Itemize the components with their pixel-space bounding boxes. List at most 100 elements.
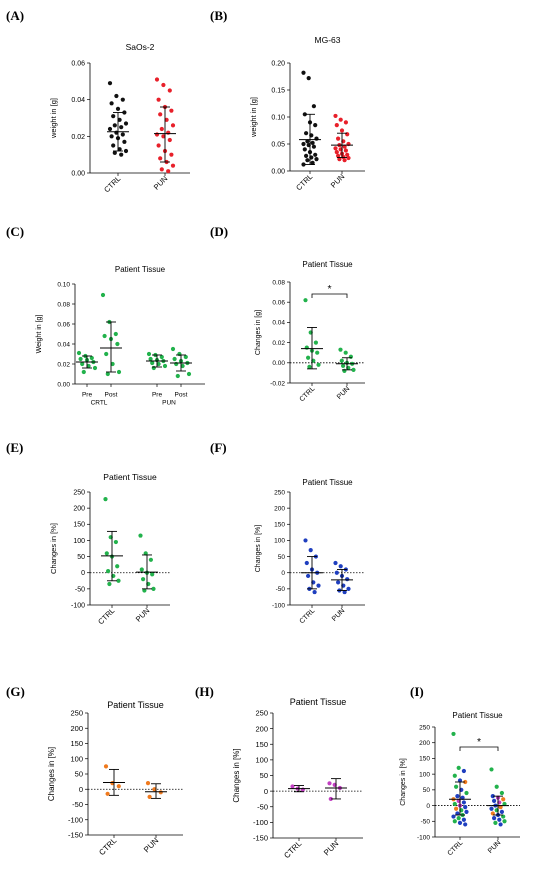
data-point [148, 356, 153, 362]
y-tick-label: 200 [419, 740, 430, 747]
data-point [159, 126, 164, 132]
y-tick-label: 100 [419, 771, 430, 778]
data-point [119, 125, 124, 130]
data-point [346, 155, 351, 161]
data-point [501, 797, 506, 802]
data-point [499, 790, 504, 796]
data-point [156, 97, 161, 102]
data-point [339, 128, 345, 133]
data-point [169, 152, 174, 157]
data-point [115, 106, 121, 111]
data-point [117, 117, 122, 122]
data-point [164, 117, 169, 122]
data-point [170, 346, 176, 352]
chart-title: Patient Tissue [290, 697, 347, 707]
x-tick-label: PUN [152, 174, 170, 192]
y-tick-label: 0.20 [271, 60, 285, 67]
data-point [76, 350, 82, 356]
data-point [497, 817, 502, 822]
data-point [342, 144, 347, 149]
y-tick-label: 0 [264, 787, 268, 796]
y-tick-label: 0.02 [57, 361, 70, 368]
data-point [109, 134, 114, 139]
y-tick-label: 200 [70, 724, 83, 733]
data-point [305, 158, 310, 163]
data-point [338, 117, 343, 122]
panel-letter: (I) [410, 684, 424, 699]
data-point [113, 539, 118, 545]
data-point [107, 126, 113, 132]
data-point [499, 809, 504, 814]
data-point [303, 538, 308, 543]
data-point [502, 819, 507, 824]
y-tick-label: 50 [75, 770, 83, 779]
panel-d: (D) Patient Tissue -0.02 0.00 0.02 0.04 0.06 0… [200, 222, 475, 437]
data-point [151, 586, 156, 591]
data-point [111, 143, 116, 148]
data-point [119, 152, 124, 157]
y-tick-label: 250 [73, 489, 85, 496]
data-point [498, 822, 503, 827]
panel-letter: (F) [210, 440, 227, 455]
data-point [343, 120, 348, 125]
y-tick-label: 0 [281, 570, 285, 577]
y-tick-label: 0.08 [272, 279, 285, 286]
data-point [80, 361, 85, 367]
data-point [141, 577, 146, 582]
data-point [78, 356, 83, 362]
y-tick-label: -50 [75, 586, 85, 593]
y-tick-label: 250 [274, 489, 285, 496]
y-axis-label: Changes in [%] [232, 748, 241, 802]
data-point [316, 583, 321, 588]
y-tick-label: 0.00 [272, 360, 285, 367]
y-axis-label: Changes in [g] [255, 310, 262, 355]
x-tick-label: PUN [329, 172, 347, 190]
data-point [115, 341, 120, 347]
y-axis-label: Changes in [%] [255, 525, 262, 573]
x-tick-label: CTRL [294, 172, 314, 192]
y-axis-label: weight in [g] [49, 98, 58, 139]
x-tick-label: CTRL [97, 836, 119, 858]
significance-bracket [311, 293, 348, 298]
data-point [456, 816, 461, 821]
data-point [464, 790, 469, 796]
data-point [109, 101, 114, 106]
data-point [103, 497, 108, 502]
data-point [457, 820, 463, 825]
data-point [161, 134, 166, 139]
data-point [339, 358, 344, 363]
data-point [89, 355, 94, 361]
y-tick-label: 0 [426, 803, 430, 810]
y-tick-label: 0.10 [57, 281, 70, 288]
panel-h: (H) Patient Tissue -150 -100 -50 0 50 100 150 20… [185, 650, 385, 892]
data-point [460, 795, 465, 800]
data-point [452, 819, 457, 824]
data-point [86, 363, 91, 369]
y-tick-label: 200 [274, 505, 285, 512]
data-point [105, 791, 110, 796]
data-point [501, 814, 506, 819]
y-tick-label: -50 [72, 800, 83, 809]
data-point [338, 564, 343, 569]
y-tick-label: 200 [255, 724, 268, 733]
y-tick-label: -150 [253, 834, 268, 843]
data-point [142, 588, 147, 593]
y-tick-label: 150 [70, 739, 83, 748]
y-tick-label: -100 [417, 834, 430, 841]
x-tick-label: CTRL [299, 607, 317, 625]
y-tick-label: 150 [419, 756, 430, 763]
data-point [167, 88, 172, 93]
data-point [348, 354, 353, 359]
y-tick-label: 0.04 [272, 320, 285, 327]
chart-i: Patient Tissue -100 -50 0 50 100 150 200 250 Chan… [400, 711, 520, 857]
y-tick-label: 0.08 [57, 301, 70, 308]
data-point [81, 369, 86, 375]
data-point [452, 801, 457, 807]
data-point [158, 790, 163, 795]
data-point [113, 331, 118, 337]
y-tick-label: -50 [421, 819, 431, 826]
data-point [342, 368, 347, 373]
data-point [337, 157, 342, 162]
data-point [336, 136, 341, 141]
data-point [145, 781, 151, 786]
